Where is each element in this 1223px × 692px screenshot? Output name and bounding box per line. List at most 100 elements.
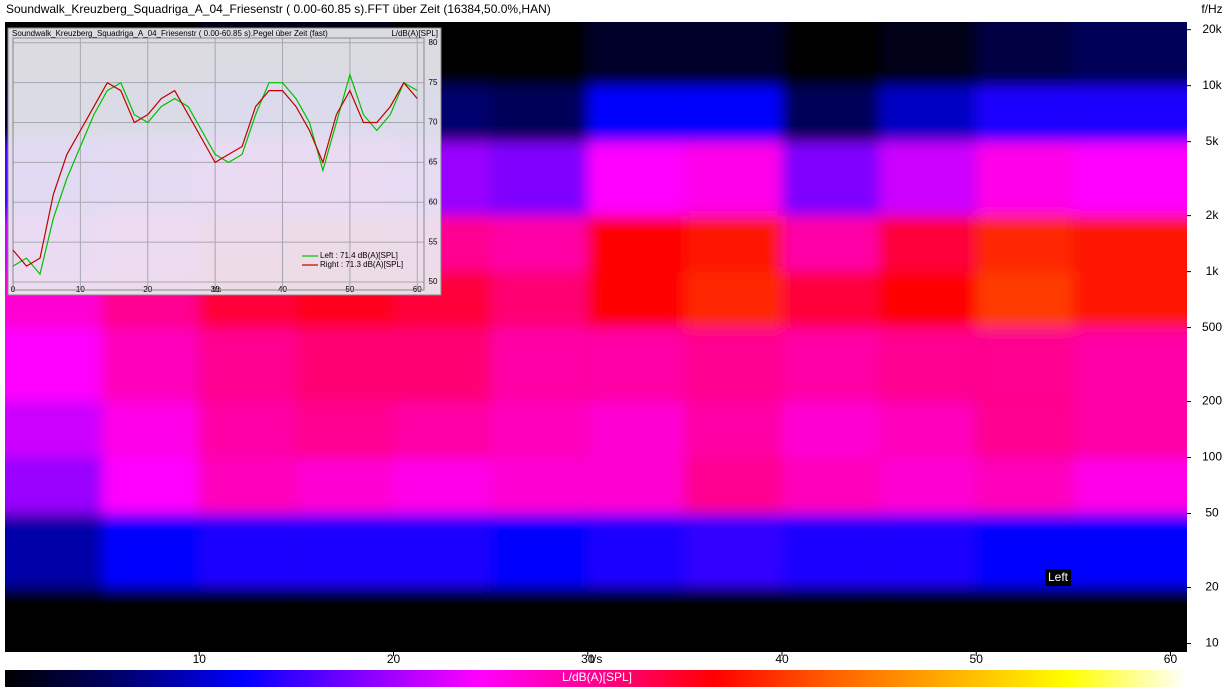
y-axis-label: f/Hz: [1201, 2, 1222, 16]
inset-line: [12, 72, 418, 276]
heat-cell: [199, 457, 297, 514]
y-tick-label: 200: [1202, 394, 1222, 408]
heat-cell: [199, 327, 297, 402]
inset-title: Soundwalk_Kreuzberg_Squadriga_A_04_Fries…: [12, 29, 328, 38]
heat-cell: [490, 513, 588, 588]
y-tick-label: 100: [1202, 450, 1222, 464]
heat-cell: [879, 22, 977, 86]
heat-cell: [199, 513, 297, 588]
inset-y-tick-label: 65: [429, 158, 438, 167]
heat-cell: [1073, 85, 1187, 142]
heat-cell: [296, 513, 394, 588]
heat-cell: [587, 327, 685, 402]
heat-cell: [1073, 22, 1187, 86]
heat-cell: [879, 327, 977, 402]
heat-cell: [976, 215, 1074, 272]
heat-cell: [5, 401, 103, 458]
heat-cell: [879, 141, 977, 216]
inset-y-tick-label: 60: [429, 197, 438, 206]
chart-title: Soundwalk_Kreuzberg_Squadriga_A_04_Fries…: [6, 2, 551, 16]
heat-cell: [5, 513, 103, 588]
x-tick-label: 40: [775, 652, 789, 666]
heat-cell: [879, 271, 977, 328]
heat-cell: [1073, 587, 1187, 652]
y-tick-label: 20k: [1202, 22, 1222, 36]
heat-cell: [490, 141, 588, 216]
heat-cell: [393, 587, 491, 652]
heat-cell: [587, 22, 685, 86]
inset-plot-frame: [12, 37, 425, 291]
heat-cell: [587, 215, 685, 272]
heat-cell: [781, 85, 880, 142]
inset-y-tick-label: 80: [429, 38, 438, 47]
heat-cell: [781, 22, 880, 86]
x-tick-label: 50: [970, 652, 984, 666]
inset-y-tick-label: 75: [429, 78, 438, 87]
heat-cell: [879, 513, 977, 588]
heat-cell: [102, 587, 200, 652]
heat-cell: [879, 457, 977, 514]
heat-cell: [781, 215, 880, 272]
heat-cell: [393, 327, 491, 402]
heat-cell: [296, 327, 394, 402]
heat-cell: [587, 141, 685, 216]
heat-cell: [976, 401, 1074, 458]
heat-cell: [587, 85, 685, 142]
heat-cell: [102, 457, 200, 514]
heat-cell: [684, 271, 782, 328]
heat-cell: [296, 401, 394, 458]
annotation-box: [1045, 569, 1071, 586]
heat-cell: [102, 401, 200, 458]
heat-cell: [976, 587, 1074, 652]
y-tick-label: 10: [1205, 636, 1219, 650]
inset-chart: Soundwalk_Kreuzberg_Squadriga_A_04_Fries…: [7, 27, 442, 296]
heat-cell: [781, 457, 880, 514]
heat-cell: [490, 22, 588, 86]
x-tick-label: 10: [193, 652, 207, 666]
heat-cell: [781, 141, 880, 216]
heat-cell: [490, 327, 588, 402]
heat-cell: [684, 457, 782, 514]
heat-cell: [684, 587, 782, 652]
heat-cell: [393, 457, 491, 514]
heat-cell: [1073, 327, 1187, 402]
inset-y-axis-label: L/dB(A)[SPL]: [391, 29, 438, 38]
heat-cell: [781, 587, 880, 652]
heat-cell: [781, 513, 880, 588]
heat-cell: [684, 327, 782, 402]
heat-cell: [781, 327, 880, 402]
heat-cell: [976, 22, 1074, 86]
x-tick-label: 30: [581, 652, 595, 666]
heat-cell: [587, 513, 685, 588]
heat-cell: [490, 271, 588, 328]
inset-y-tick-label: 70: [429, 118, 438, 127]
heat-cell: [587, 271, 685, 328]
heat-cell: [1073, 513, 1187, 588]
heat-cell: [296, 587, 394, 652]
heat-cell: [879, 587, 977, 652]
heat-cell: [393, 513, 491, 588]
heat-cell: [1073, 141, 1187, 216]
y-tick-label: 50: [1205, 506, 1219, 520]
heat-cell: [781, 401, 880, 458]
y-tick-label: 20: [1205, 580, 1219, 594]
heat-cell: [1073, 457, 1187, 514]
y-tick-label: 2k: [1206, 208, 1220, 222]
x-tick-label: 20: [387, 652, 401, 666]
colorbar-label: L/dB(A)[SPL]: [562, 670, 632, 684]
annotation: Left: [1048, 570, 1069, 584]
heat-cell: [490, 587, 588, 652]
heat-cell: [490, 85, 588, 142]
heat-cell: [199, 401, 297, 458]
heat-cell: [102, 327, 200, 402]
legend-entry: Right : 71.3 dB(A)[SPL]: [320, 260, 403, 269]
x-tick-label: 60: [1164, 652, 1178, 666]
heat-cell: [684, 141, 782, 216]
heat-cell: [393, 401, 491, 458]
inset-line: [12, 81, 418, 267]
x-axis-label: t/s: [590, 652, 603, 666]
heat-cell: [490, 215, 588, 272]
heat-cell: [490, 457, 588, 514]
heat-cell: [5, 457, 103, 514]
